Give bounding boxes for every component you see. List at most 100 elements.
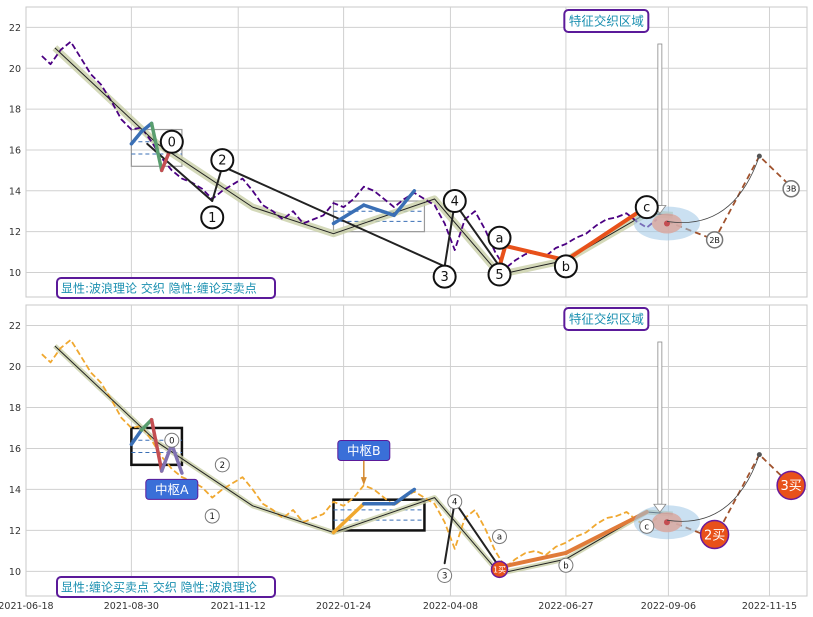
pivot-stroke xyxy=(331,203,366,226)
signal-label: 2B xyxy=(709,236,720,245)
region-label-box xyxy=(563,307,650,331)
bottom-chart-panel: 1012141618202201234abc1买2买3买中枢A中枢B特征交织区域… xyxy=(0,304,808,612)
signal-label: 3买 xyxy=(780,479,801,494)
signal-circle xyxy=(699,519,730,550)
signal-circle xyxy=(776,470,806,501)
y-tick-label: 16 xyxy=(9,145,21,156)
pivot-arrow-head xyxy=(360,477,367,486)
top-chart-panel: 10121416182022012345abc2B3B特征交织区域显性:波浪理论… xyxy=(9,6,808,299)
wave-label-circle xyxy=(487,262,512,287)
wave-label-circle xyxy=(437,568,453,584)
wave-label: 4 xyxy=(452,498,457,508)
x-tick-label: 2021-06-18 xyxy=(0,601,54,612)
region-arrow-shaft xyxy=(657,341,663,505)
wave-segment xyxy=(443,500,456,565)
region-label: 特征交织区域 xyxy=(569,14,644,29)
wave-label: 0 xyxy=(168,135,176,150)
wave-label-circle xyxy=(558,557,574,573)
wave-label: c xyxy=(643,201,650,216)
y-tick-label: 10 xyxy=(9,268,21,279)
tagline-box xyxy=(56,277,276,299)
region-arrow-shaft xyxy=(657,43,663,206)
y-tick-label: 22 xyxy=(9,23,21,34)
wave-label: b xyxy=(563,561,568,571)
y-tick-label: 22 xyxy=(9,321,21,332)
projection-curve xyxy=(666,454,760,522)
wave-label: 0 xyxy=(169,436,174,446)
wave-label: 2 xyxy=(218,154,226,169)
pivot-stroke xyxy=(149,121,164,173)
projection-curve xyxy=(666,155,760,223)
pivot-name-box xyxy=(337,440,391,461)
signal-circle xyxy=(490,560,509,579)
pivot-stroke xyxy=(159,442,174,473)
pivot-stroke xyxy=(139,121,154,134)
x-tick-label: 2022-09-06 xyxy=(641,601,696,612)
x-tick-label: 2022-06-27 xyxy=(538,601,593,612)
pivot-stroke xyxy=(392,487,417,506)
wave-segment xyxy=(503,243,568,263)
pivot-stroke xyxy=(129,129,144,146)
wave-label: b xyxy=(562,260,570,275)
wave-segment xyxy=(497,550,568,570)
wave-label-circle xyxy=(442,189,467,214)
x-tick-label: 2022-11-15 xyxy=(742,601,797,612)
wave-label-circle xyxy=(214,457,230,473)
wave-label: 3 xyxy=(441,270,449,285)
signal-label: 2买 xyxy=(704,528,725,543)
wave-label: 4 xyxy=(451,195,459,210)
y-tick-label: 20 xyxy=(9,64,21,75)
projection-peak-dot xyxy=(756,153,762,159)
wave-label: 5 xyxy=(495,268,503,283)
wave-label-circle xyxy=(432,264,457,289)
wave-label: c xyxy=(644,522,649,532)
wave-label: 3 xyxy=(442,572,447,582)
y-tick-label: 10 xyxy=(9,567,21,578)
tagline: 显性:缠论买卖点 交织 隐性:波浪理论 xyxy=(61,580,257,595)
wave-segment xyxy=(453,202,501,268)
wave-label-circle xyxy=(639,518,655,534)
wave-label-circle xyxy=(204,508,220,524)
wave-line xyxy=(54,47,673,276)
wave-label-circle xyxy=(164,432,180,448)
wave-label-circle xyxy=(492,529,508,545)
pivot-name-label: 中枢B xyxy=(347,443,381,458)
pivot-stroke xyxy=(129,428,144,447)
pivot-stroke xyxy=(331,502,366,535)
wave-label-circle xyxy=(447,494,463,510)
wave-label-circle xyxy=(634,195,659,220)
wave-label-circle xyxy=(200,205,225,230)
wave-segment xyxy=(221,165,446,268)
region-label: 特征交织区域 xyxy=(569,312,644,327)
y-tick-label: 18 xyxy=(9,105,21,116)
wave-label: 1 xyxy=(210,512,215,522)
projection-peak-dot xyxy=(756,452,762,458)
tagline-box xyxy=(56,576,276,598)
y-tick-label: 16 xyxy=(9,444,21,455)
signal-label: 3B xyxy=(786,185,797,194)
wave-segment xyxy=(563,211,639,263)
pivot-box xyxy=(332,498,426,532)
signal-label: 1买 xyxy=(493,565,506,574)
y-tick-label: 18 xyxy=(9,403,21,414)
y-tick-label: 20 xyxy=(9,362,21,373)
y-tick-label: 12 xyxy=(9,526,21,537)
region-label-box xyxy=(563,9,650,33)
wave-label: 1 xyxy=(208,211,216,226)
pivot-box xyxy=(130,426,184,467)
y-tick-label: 14 xyxy=(9,485,21,496)
x-tick-label: 2022-01-24 xyxy=(316,601,371,612)
y-tick-label: 12 xyxy=(9,227,21,238)
wave-label-circle xyxy=(553,254,578,279)
pivot-stroke xyxy=(139,418,154,432)
wave-label: a xyxy=(496,231,504,246)
tagline: 显性:波浪理论 交织 隐性:缠论买卖点 xyxy=(61,281,257,296)
pivot-stroke xyxy=(392,189,417,218)
wave-segment xyxy=(453,500,501,569)
plot-area xyxy=(25,304,808,597)
pivot-stroke xyxy=(362,203,396,218)
wave-label: a xyxy=(497,533,502,543)
wave-label-circle xyxy=(210,148,235,173)
pivot-stroke xyxy=(149,418,164,473)
